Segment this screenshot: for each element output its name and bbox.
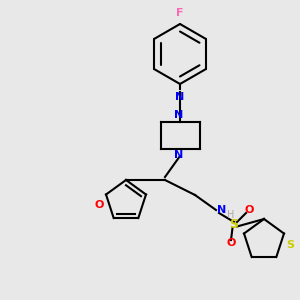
Text: O: O xyxy=(94,200,104,211)
Text: S: S xyxy=(230,218,238,232)
Text: N: N xyxy=(174,150,183,160)
Text: O: O xyxy=(244,205,254,215)
Text: N: N xyxy=(176,92,184,101)
Text: O: O xyxy=(226,238,236,248)
Text: H: H xyxy=(226,209,234,220)
Text: N: N xyxy=(218,205,227,215)
Text: F: F xyxy=(176,8,184,18)
Text: N: N xyxy=(174,110,183,120)
Text: S: S xyxy=(286,239,295,250)
